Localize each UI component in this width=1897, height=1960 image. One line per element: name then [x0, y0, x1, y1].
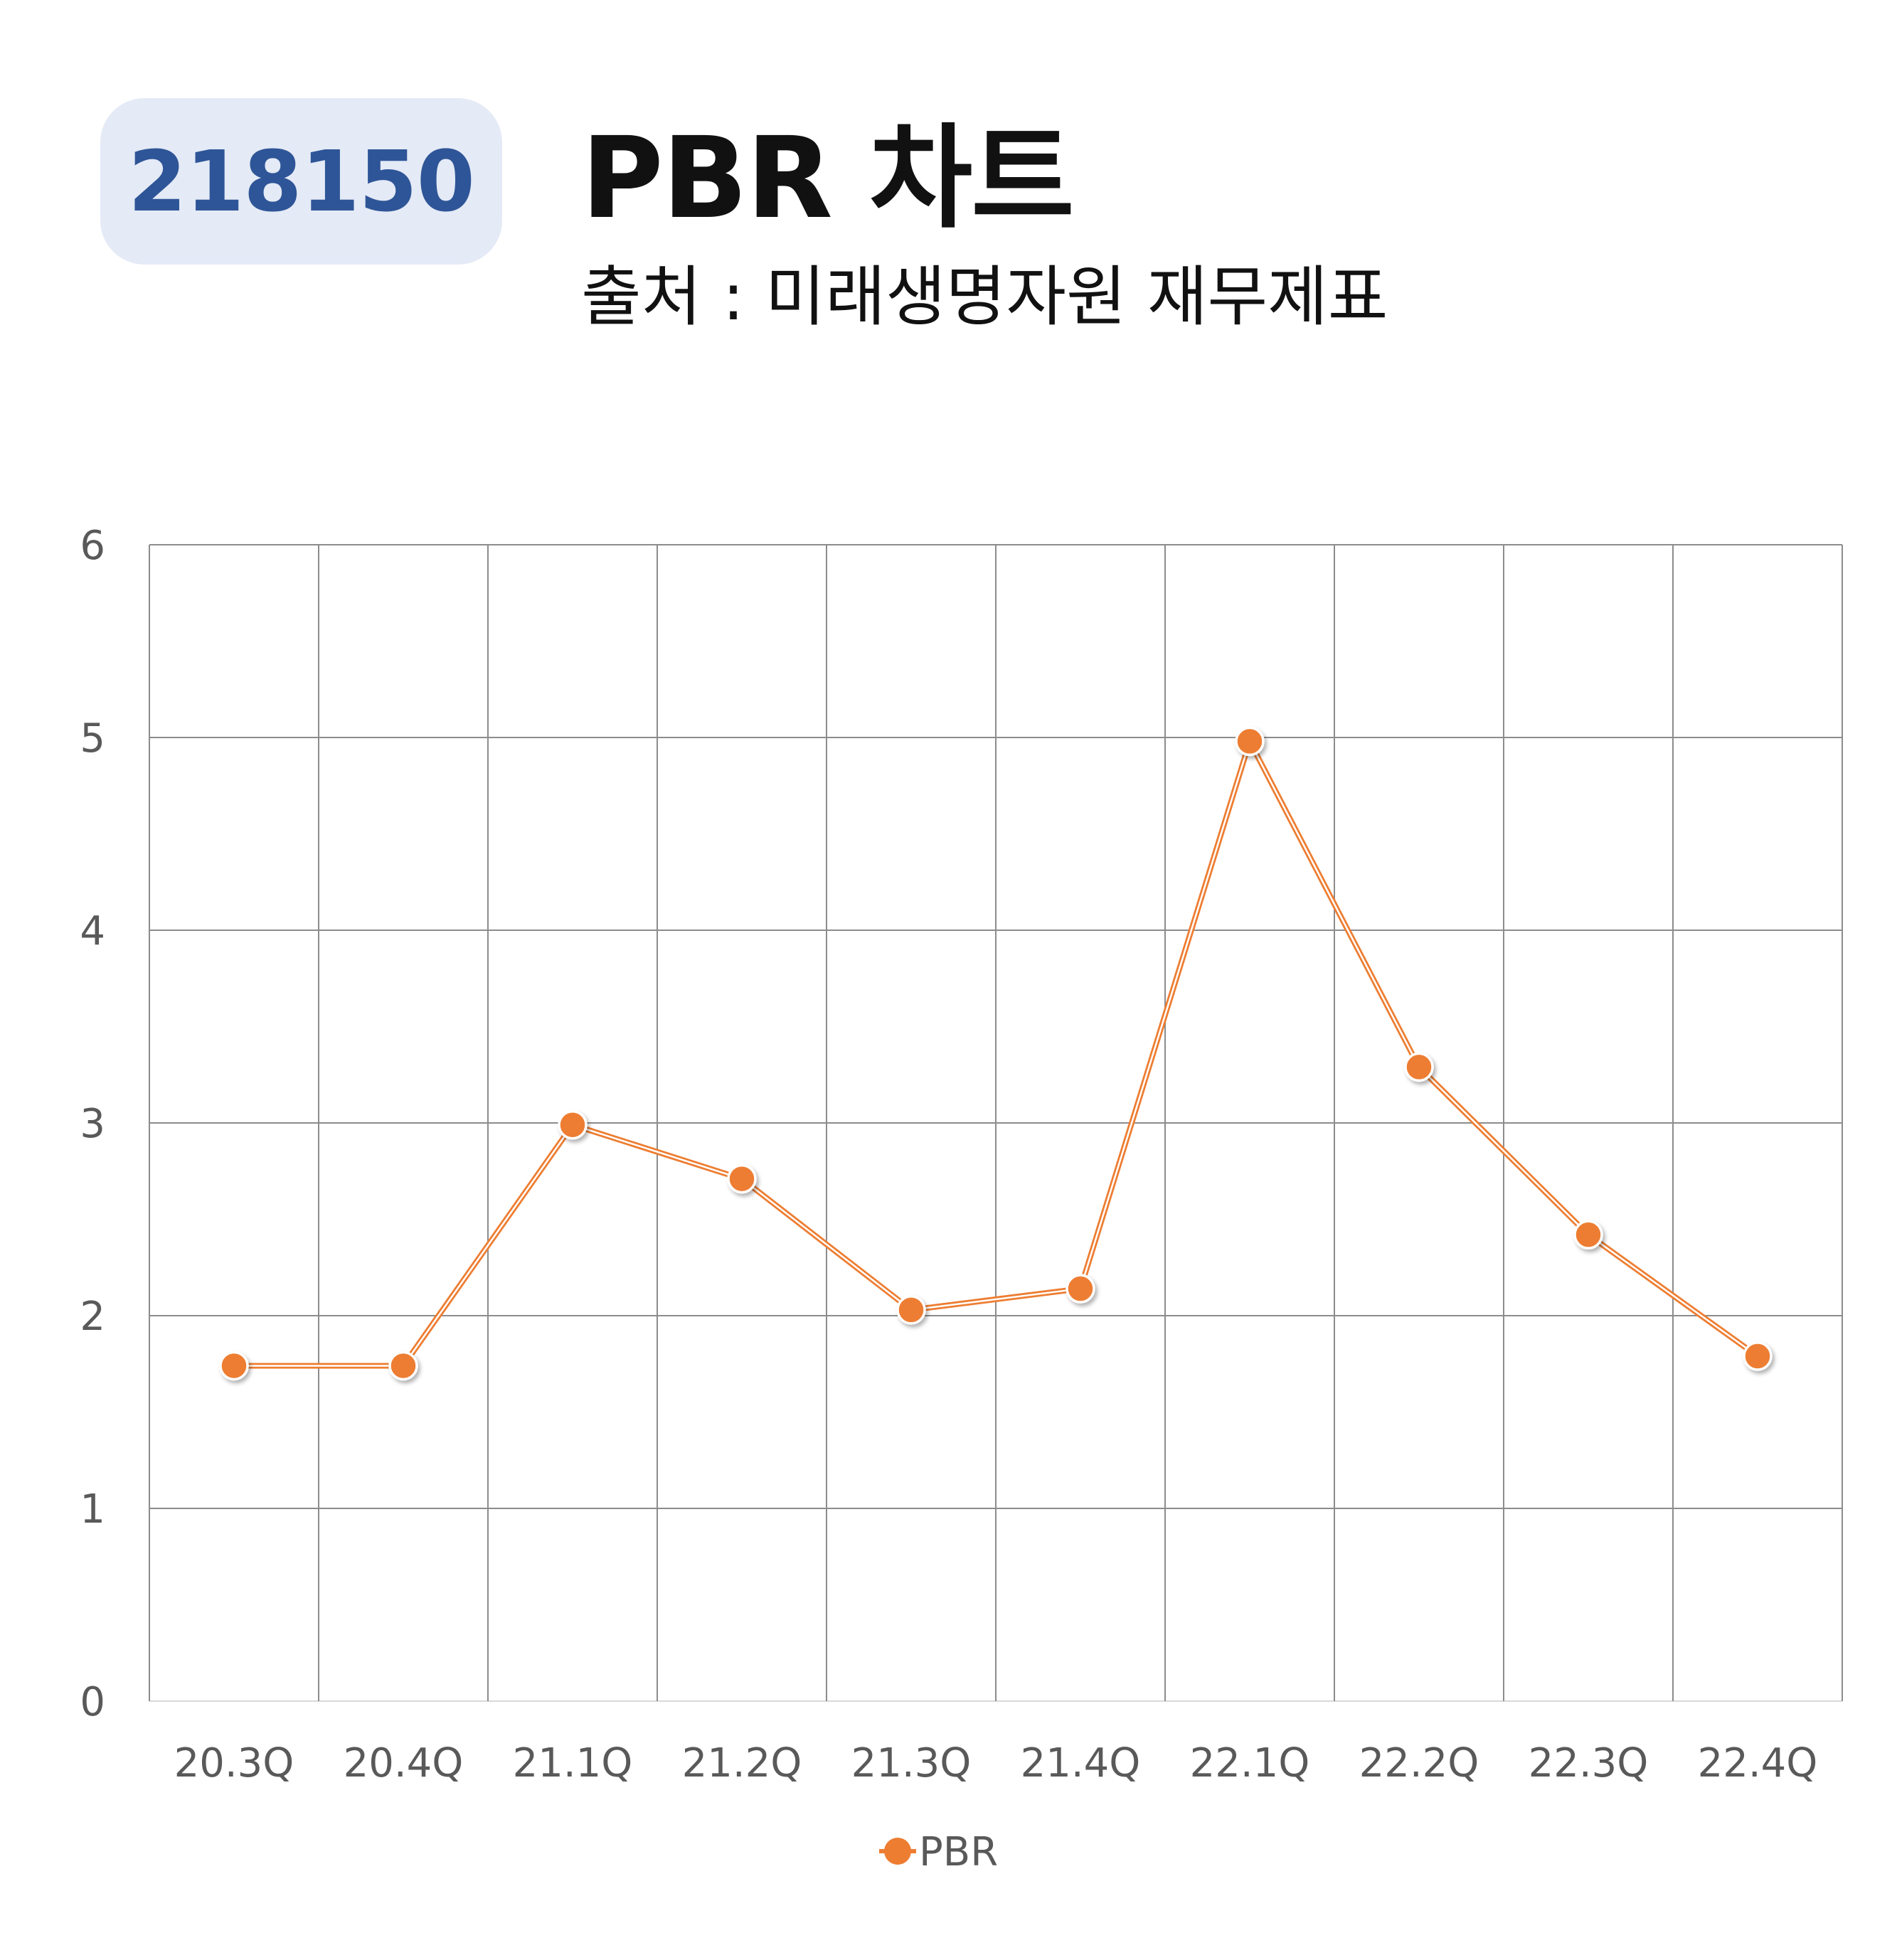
grid-lines: [149, 544, 1843, 1702]
y-axis-ticks: 0 1 2 3 4 5 6: [80, 523, 105, 1725]
series-line-inner: [234, 740, 1758, 1367]
x-tick-label: 21.4Q: [1021, 1740, 1141, 1786]
legend: PBR: [879, 1829, 998, 1875]
x-tick-label: 21.2Q: [682, 1740, 802, 1786]
data-point: [1573, 1220, 1603, 1250]
x-tick-label: 22.1Q: [1190, 1740, 1310, 1786]
stock-code-badge: 218150: [100, 98, 502, 265]
y-tick-label: 4: [80, 908, 105, 954]
x-tick-label: 22.2Q: [1359, 1740, 1479, 1786]
data-point: [388, 1351, 418, 1381]
x-tick-label: 20.4Q: [344, 1740, 464, 1786]
series-points: [219, 726, 1773, 1381]
data-point: [1743, 1341, 1773, 1371]
legend-label: PBR: [919, 1829, 998, 1875]
y-tick-label: 2: [80, 1294, 105, 1340]
data-point: [1066, 1274, 1095, 1304]
x-tick-label: 20.3Q: [174, 1740, 294, 1786]
x-axis-ticks: 20.3Q 20.4Q 21.1Q 21.2Q 21.3Q 21.4Q 22.1Q 22.2Q…: [174, 1740, 1818, 1786]
y-tick-label: 0: [80, 1679, 105, 1725]
x-tick-label: 21.1Q: [513, 1740, 633, 1786]
data-point: [896, 1295, 926, 1325]
legend-marker: [884, 1838, 911, 1865]
y-tick-label: 1: [80, 1486, 105, 1533]
x-tick-label: 22.3Q: [1529, 1740, 1649, 1786]
stock-code: 218150: [128, 132, 475, 230]
chart-title: PBR 차트: [581, 113, 1075, 244]
x-tick-label: 22.4Q: [1698, 1740, 1818, 1786]
chart-source: 출처 : 미래생명자원 재무제표: [581, 259, 1388, 335]
series-line: [234, 738, 1760, 1369]
y-tick-label: 3: [80, 1101, 105, 1147]
x-tick-label: 21.3Q: [851, 1740, 972, 1786]
y-tick-label: 5: [80, 715, 105, 762]
data-point: [1235, 726, 1265, 757]
data-point: [1404, 1052, 1434, 1082]
data-point: [558, 1109, 588, 1140]
data-point: [219, 1351, 249, 1381]
y-tick-label: 6: [80, 523, 105, 569]
data-point: [727, 1163, 757, 1194]
